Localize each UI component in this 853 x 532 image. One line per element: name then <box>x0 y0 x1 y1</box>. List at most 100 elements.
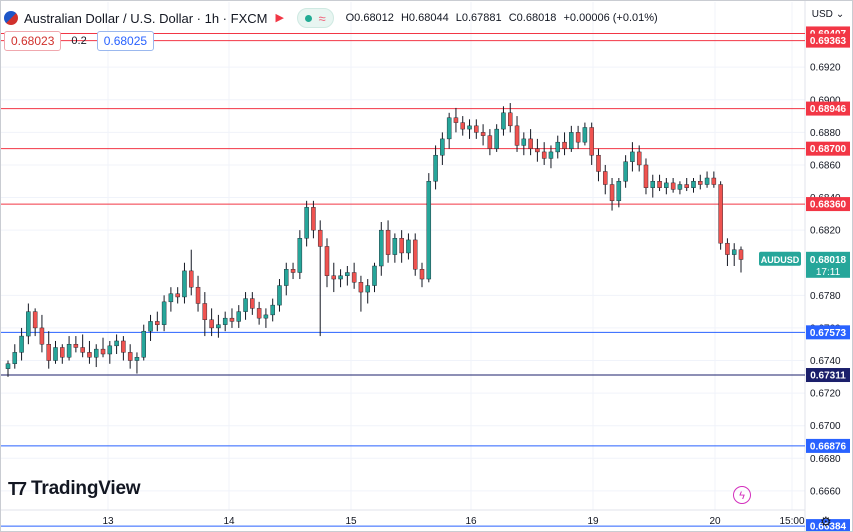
candle[interactable] <box>46 331 51 369</box>
candle[interactable] <box>351 262 357 289</box>
candle[interactable] <box>87 340 92 364</box>
flag-icon[interactable]: ▶ <box>275 12 284 24</box>
candle[interactable] <box>596 148 601 182</box>
candle[interactable] <box>623 155 628 188</box>
buy-button[interactable]: 0.68025 <box>96 31 155 51</box>
tradingview-logo[interactable]: T7 TradingView <box>8 478 141 500</box>
candle[interactable] <box>161 295 167 332</box>
candle[interactable] <box>195 275 201 312</box>
candle[interactable] <box>12 344 18 369</box>
candle[interactable] <box>514 116 520 152</box>
candle[interactable] <box>664 178 669 195</box>
candle[interactable] <box>53 340 58 364</box>
candle[interactable] <box>725 238 730 266</box>
candle[interactable] <box>677 181 683 195</box>
candle[interactable] <box>121 336 126 361</box>
candle[interactable] <box>345 266 350 286</box>
candle[interactable] <box>236 305 241 328</box>
candle[interactable] <box>297 230 303 280</box>
candle[interactable] <box>670 178 676 193</box>
candle[interactable] <box>738 246 744 273</box>
candle[interactable] <box>19 327 24 361</box>
candle[interactable] <box>277 279 282 312</box>
candle[interactable] <box>684 178 689 192</box>
candle[interactable] <box>202 292 208 337</box>
candle[interactable] <box>60 344 65 364</box>
candle[interactable] <box>338 269 343 288</box>
candle[interactable] <box>460 116 465 136</box>
candle[interactable] <box>379 222 384 276</box>
candle[interactable] <box>155 311 160 332</box>
symbol-title[interactable]: Australian Dollar / U.S. Dollar · 1h · F… <box>24 10 268 26</box>
candle[interactable] <box>555 135 560 159</box>
candle[interactable] <box>100 337 106 358</box>
candle[interactable] <box>365 279 370 304</box>
candle[interactable] <box>317 220 323 337</box>
candle[interactable] <box>535 138 540 162</box>
candle[interactable] <box>426 173 432 283</box>
candle[interactable] <box>569 125 574 152</box>
candle[interactable] <box>73 336 79 353</box>
candle[interactable] <box>609 178 615 211</box>
candle[interactable] <box>487 129 493 156</box>
candle[interactable] <box>521 132 527 156</box>
candle[interactable] <box>412 233 418 276</box>
candle[interactable] <box>508 103 513 133</box>
candle[interactable] <box>433 145 438 190</box>
candle[interactable] <box>114 334 119 354</box>
candle[interactable] <box>175 287 180 304</box>
candle[interactable] <box>39 314 45 353</box>
candle[interactable] <box>80 334 85 358</box>
candle[interactable] <box>263 308 269 328</box>
candle[interactable] <box>650 174 656 198</box>
candle[interactable] <box>168 287 174 312</box>
candle[interactable] <box>603 164 608 195</box>
candle[interactable] <box>419 262 425 288</box>
market-status-pill[interactable]: ≈ <box>297 8 334 28</box>
candle[interactable] <box>731 243 737 266</box>
candle[interactable] <box>127 344 133 369</box>
flash-icon[interactable]: ϟ <box>733 486 751 504</box>
sell-button[interactable]: 0.68023 <box>4 31 62 51</box>
candle[interactable] <box>209 308 214 337</box>
candle[interactable] <box>93 344 99 368</box>
candle[interactable] <box>385 220 391 263</box>
candle[interactable] <box>372 262 377 293</box>
candle[interactable] <box>446 112 452 149</box>
candle[interactable] <box>528 129 533 156</box>
candle[interactable] <box>5 360 11 377</box>
candle[interactable] <box>222 311 228 332</box>
candle[interactable] <box>711 171 717 188</box>
candle[interactable] <box>243 292 248 320</box>
candle[interactable] <box>331 262 337 293</box>
candle[interactable] <box>250 292 255 315</box>
candle[interactable] <box>636 145 642 172</box>
candle[interactable] <box>229 308 235 328</box>
candle[interactable] <box>440 132 445 165</box>
candle[interactable] <box>657 174 662 192</box>
candle[interactable] <box>182 262 187 304</box>
candle[interactable] <box>141 324 146 361</box>
candle[interactable] <box>256 301 262 325</box>
candle[interactable] <box>589 122 594 165</box>
candle[interactable] <box>562 132 567 156</box>
candle[interactable] <box>107 340 113 364</box>
candle[interactable] <box>406 233 411 260</box>
candle[interactable] <box>392 233 398 263</box>
candle[interactable] <box>270 298 275 322</box>
candle[interactable] <box>630 142 635 172</box>
candle[interactable] <box>290 262 296 280</box>
candle[interactable] <box>32 308 38 337</box>
candle[interactable] <box>582 122 588 146</box>
candle[interactable] <box>643 158 649 195</box>
candle[interactable] <box>134 352 140 374</box>
candle[interactable] <box>399 230 404 263</box>
candle[interactable] <box>501 106 506 136</box>
candle[interactable] <box>324 238 330 288</box>
candle[interactable] <box>216 314 221 338</box>
candle[interactable] <box>148 314 153 341</box>
candle[interactable] <box>548 145 554 169</box>
candle[interactable] <box>66 336 72 361</box>
candle[interactable] <box>284 262 289 296</box>
